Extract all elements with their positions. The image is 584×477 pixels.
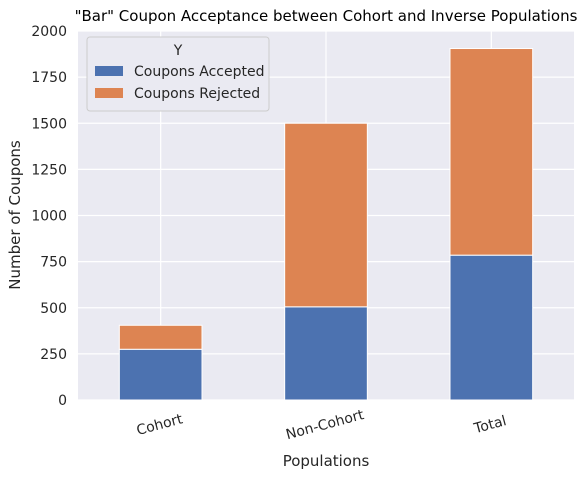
bar-accepted-cohort: [118, 348, 203, 401]
y-tick-label: 1000: [31, 209, 67, 225]
bar-accepted-total: [449, 254, 534, 401]
legend-box: [86, 36, 270, 112]
x-axis-label: Populations: [283, 452, 370, 470]
legend-swatch-accepted: [95, 66, 123, 76]
bars: [118, 48, 534, 401]
y-tick-label: 500: [40, 301, 67, 317]
bar-rejected-cohort: [118, 324, 203, 350]
x-tick-label: Total: [471, 413, 508, 437]
legend-label-accepted: Coupons Accepted: [134, 64, 265, 80]
y-tick-label: 1750: [31, 70, 67, 86]
bar-accepted-non-cohort: [284, 306, 368, 401]
bar-rejected-non-cohort: [284, 122, 368, 308]
y-tick-labels: 0 250 500 750 1000 1250 1500 1750 2000: [31, 24, 67, 409]
y-tick-label: 0: [58, 393, 67, 409]
y-tick-label: 2000: [31, 24, 67, 40]
y-tick-label: 1500: [31, 116, 67, 132]
legend-swatch-rejected: [95, 88, 123, 98]
y-tick-label: 1250: [31, 162, 67, 178]
y-axis-label: Number of Coupons: [6, 140, 24, 290]
chart-title: "Bar" Coupon Acceptance between Cohort a…: [75, 7, 578, 25]
bar-rejected-total: [449, 48, 534, 256]
legend: Y Coupons Accepted Coupons Rejected: [86, 36, 270, 112]
y-tick-label: 750: [40, 255, 67, 271]
x-tick-labels: Cohort Non-Cohort Total: [135, 407, 508, 443]
legend-title: Y: [173, 43, 183, 59]
y-tick-label: 250: [40, 347, 67, 363]
x-tick-label: Cohort: [135, 411, 185, 439]
legend-label-rejected: Coupons Rejected: [134, 86, 260, 102]
x-tick-label: Non-Cohort: [284, 407, 366, 443]
